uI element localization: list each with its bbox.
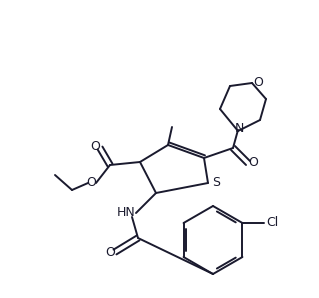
Text: O: O	[90, 140, 100, 153]
Text: HN: HN	[117, 206, 135, 218]
Text: S: S	[212, 176, 220, 190]
Text: O: O	[253, 75, 263, 89]
Text: Cl: Cl	[266, 217, 278, 229]
Text: N: N	[234, 122, 244, 136]
Text: O: O	[248, 156, 258, 170]
Text: O: O	[86, 176, 96, 190]
Text: O: O	[105, 246, 115, 258]
